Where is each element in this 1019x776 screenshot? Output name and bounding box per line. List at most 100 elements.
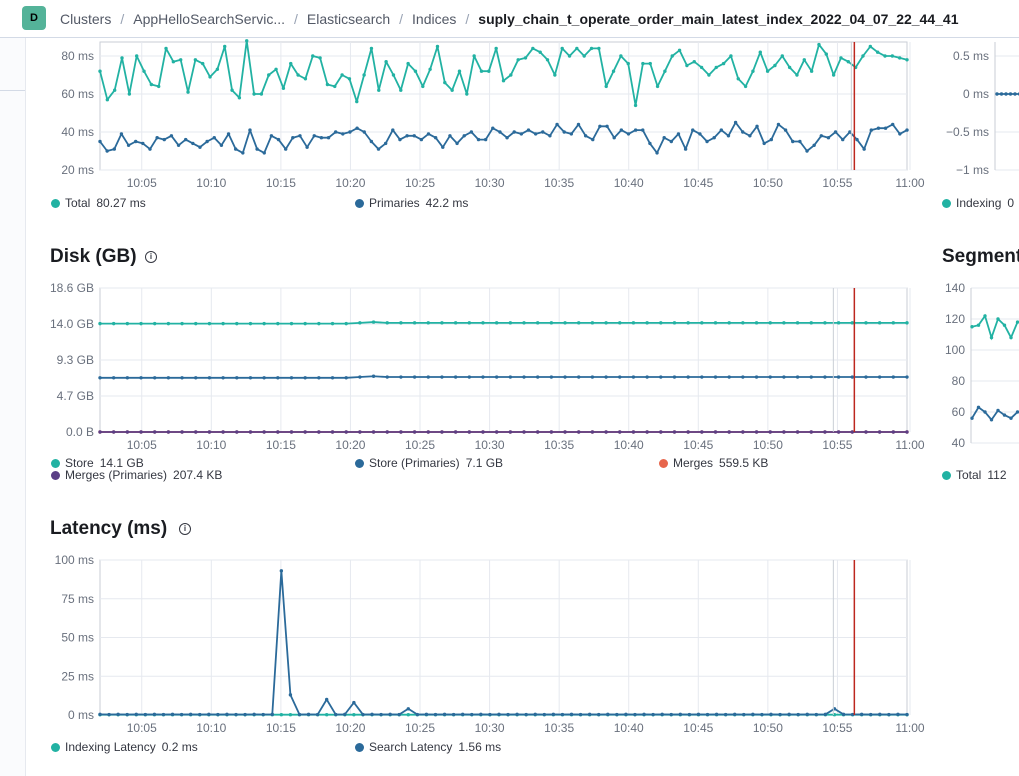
data-point [538, 50, 542, 54]
data-point [352, 700, 356, 705]
data-point [453, 375, 458, 379]
breadcrumb-separator: / [465, 11, 470, 27]
data-point [156, 84, 161, 89]
segments-chart: 140 120 100 80 60 40 [945, 281, 1019, 450]
data-point [274, 67, 278, 71]
data-point [700, 375, 704, 379]
legend-merges[interactable]: Merges 559.5 KB [659, 456, 768, 470]
data-point [377, 88, 381, 92]
data-point [426, 375, 430, 379]
data-point [501, 79, 506, 83]
legend-total[interactable]: Total 80.27 ms [51, 196, 146, 210]
data-point [782, 430, 786, 434]
legend-segments-total[interactable]: Total 112 [942, 468, 1007, 482]
data-point [207, 430, 212, 434]
data-point [169, 134, 174, 138]
data-point [479, 712, 483, 717]
data-point [442, 712, 447, 717]
data-point [426, 430, 430, 434]
data-point [626, 61, 630, 66]
data-point [891, 375, 896, 379]
data-point [180, 430, 184, 434]
data-point [289, 321, 294, 326]
data-point [522, 375, 526, 379]
data-point [1004, 92, 1008, 96]
data-point [583, 134, 588, 138]
data-point [448, 134, 452, 138]
legend-primaries[interactable]: Primaries 42.2 ms [355, 196, 468, 210]
data-point [481, 321, 485, 325]
breadcrumb-elasticsearch[interactable]: Elasticsearch [306, 11, 391, 27]
data-point [736, 77, 740, 81]
data-point [659, 430, 663, 434]
data-point [391, 128, 395, 132]
breadcrumb-separator: / [120, 11, 125, 27]
data-point [762, 141, 766, 146]
data-point [645, 321, 649, 325]
data-point [995, 92, 999, 96]
legend-search-latency[interactable]: Search Latency 1.56 ms [355, 740, 501, 754]
data-point [469, 130, 474, 134]
y-tick-label: 14.0 GB [50, 317, 94, 331]
data-point [891, 122, 895, 127]
data-point [823, 712, 828, 717]
info-icon[interactable]: i [179, 523, 191, 535]
data-point [119, 132, 124, 136]
legend-store-primaries[interactable]: Store (Primaries) 7.1 GB [355, 456, 503, 470]
legend-store[interactable]: Store 14.1 GB [51, 456, 144, 470]
data-point [198, 145, 202, 149]
data-point [1002, 413, 1007, 417]
data-point [823, 375, 827, 379]
data-point [134, 139, 138, 144]
data-point [655, 84, 660, 89]
data-point [795, 430, 800, 434]
x-tick-label: 10:35 [544, 438, 574, 452]
space-avatar[interactable]: D [22, 6, 46, 30]
data-point [508, 430, 513, 434]
x-tick-label: 10:50 [753, 438, 783, 452]
data-point [508, 375, 513, 379]
data-point [116, 712, 120, 717]
data-point [467, 430, 472, 434]
data-point [563, 430, 567, 434]
data-point [186, 90, 190, 94]
data-point [291, 136, 295, 140]
data-point [850, 375, 854, 379]
data-point [705, 139, 709, 144]
data-point [686, 430, 690, 434]
data-point [333, 130, 338, 134]
data-point [823, 430, 827, 434]
legend-label: Indexing [956, 196, 1002, 210]
legend-merges-primaries[interactable]: Merges (Primaries) 207.4 KB [51, 468, 222, 482]
data-point [281, 86, 286, 90]
data-point [877, 375, 882, 379]
data-point [506, 712, 510, 717]
data-point [999, 92, 1004, 96]
data-point [371, 320, 376, 324]
y-tick-label: 140 [945, 281, 965, 295]
breadcrumb-cluster[interactable]: AppHelloSearchServic... [133, 11, 285, 27]
data-point [672, 321, 677, 325]
data-point [776, 122, 781, 127]
data-point [1009, 416, 1013, 420]
data-point [221, 321, 225, 326]
info-icon[interactable]: i [145, 251, 157, 263]
data-point [358, 430, 362, 434]
legend-indexing[interactable]: Indexing 0 [942, 196, 1014, 210]
data-point [303, 376, 307, 380]
breadcrumb-clusters[interactable]: Clusters [60, 11, 112, 27]
data-point [850, 430, 854, 434]
data-point [577, 375, 581, 379]
data-point [869, 128, 873, 132]
data-point [451, 712, 456, 717]
data-point [235, 376, 239, 380]
data-point [297, 712, 302, 717]
data-point [319, 136, 324, 140]
data-point [705, 712, 710, 717]
legend-indexing-latency[interactable]: Indexing Latency 0.2 ms [51, 740, 198, 754]
data-point [648, 141, 652, 146]
x-tick-label: 10:05 [127, 721, 157, 735]
data-point [760, 712, 764, 717]
breadcrumb-indices[interactable]: Indices [412, 11, 457, 27]
x-tick-label: 10:20 [335, 176, 365, 190]
